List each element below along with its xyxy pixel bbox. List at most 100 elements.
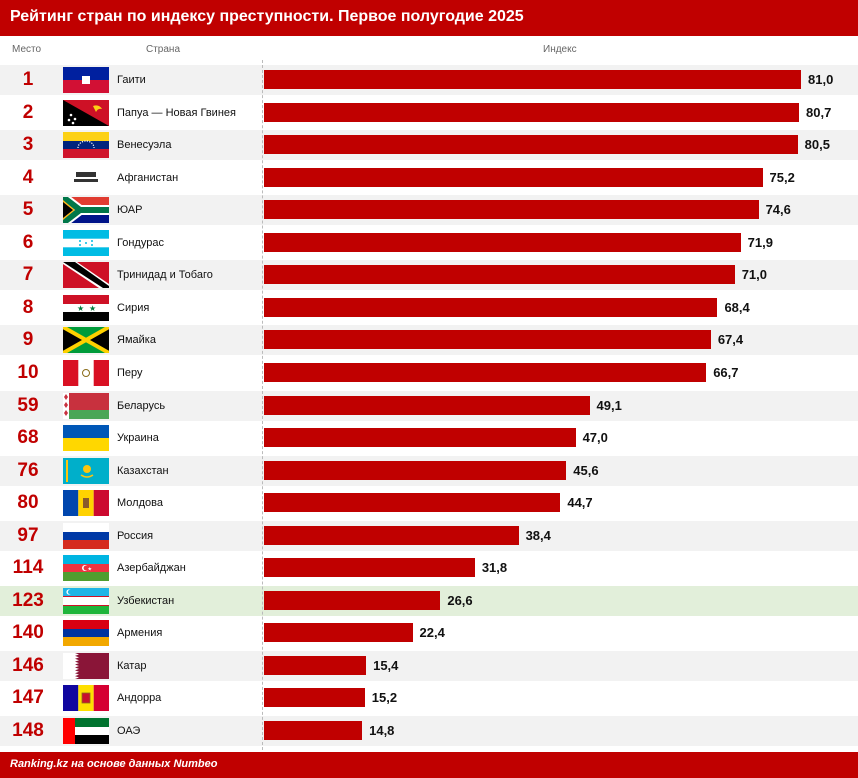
bar [264,265,735,285]
bar [264,623,413,643]
bar [264,330,711,350]
moldova-flag [63,490,109,517]
bar [264,232,741,252]
rank-label: 59 [17,394,39,416]
table-row: 8 ★ ★ Сирия 68,4 [0,293,858,323]
bar [264,362,707,382]
afghanistan-flag [63,164,109,191]
value-label: 45,6 [573,462,599,478]
rank-column-header: Место [12,44,42,55]
country-name: Тринидад и Тобаго [117,269,213,282]
bar [264,688,365,708]
bar [264,428,576,448]
table-row: 140 Армения 22,4 [0,618,858,648]
table-row: 9 Ямайка 67,4 [0,325,858,356]
country-name: Беларусь [117,399,166,412]
rank-label: 146 [12,654,44,676]
country-name: Казахстан [117,464,169,477]
rank-label: 76 [17,459,39,481]
value-label: 14,8 [369,723,395,738]
svg-text:★: ★ [88,567,93,573]
rank-label: 8 [22,296,34,318]
country-name: Азербайджан [117,562,186,575]
bar [264,655,367,675]
rank-label: 7 [22,264,34,286]
value-label: 26,6 [447,592,473,608]
value-label: 66,7 [713,364,739,380]
rank-label: 147 [12,687,44,709]
country-name: Катар [117,659,147,672]
rank-label: 68 [17,427,39,449]
value-label: 31,8 [481,560,508,576]
table-row: 2 Папуа — Новая Гвинея 80,7 [0,98,858,128]
table-row: 148 ОАЭ 14,8 [0,716,858,746]
table-row: 59 Беларусь 49,1 [0,390,858,421]
value-label: 15,4 [373,657,399,673]
country-name: Гаити [117,74,146,86]
table-row: 76 Казахстан 45,6 [0,455,858,486]
azerbaijan-flag: ★ [63,555,109,582]
peru-flag [63,359,109,386]
bar [264,558,475,578]
value-label: 49,1 [596,397,622,413]
table-row: 147 Андорра 15,2 [0,683,858,713]
svg-text:★: ★ [77,304,84,313]
value-label: 71,9 [747,234,773,250]
honduras-flag [63,229,109,256]
kazakhstan-flag [63,457,109,484]
value-label: 44,7 [567,495,593,511]
value-label: 22,4 [419,625,445,641]
bar [264,70,801,89]
chart-title: Рейтинг стран по индексу преступности. П… [10,8,524,25]
value-label: 68,4 [724,299,750,315]
belarus-flag [63,392,109,419]
country-name: ОАЭ [117,725,141,737]
country-name: Россия [117,529,154,542]
bar [264,167,763,187]
table-row: 6 Гондурас 71,9 [0,228,858,258]
country-name: Сирия [117,301,150,314]
uae-flag [63,718,109,744]
value-label: 80,5 [804,137,830,153]
table-row: 146 Катар 15,4 [0,650,858,681]
rank-label: 5 [22,199,34,221]
ukraine-flag [63,425,109,452]
rank-label: 2 [22,101,34,123]
country-name: Армения [117,627,163,640]
table-row: 123 Узбекистан 26,6 [0,585,858,616]
table-row: 3 Венесуэла 80,5 [0,130,858,161]
country-name: Андорра [117,692,162,705]
country-name: Молдова [117,497,163,510]
country-name: Украина [117,432,159,445]
table-row: 10 Перу 66,7 [0,358,858,388]
country-name: Узбекистан [117,594,175,607]
rank-label: 123 [12,589,44,611]
value-label: 80,7 [806,104,832,120]
rank-label: 140 [12,622,44,644]
table-row: 80 Молдова 44,7 [0,488,858,518]
svg-text:★: ★ [89,304,96,313]
haiti-flag [63,67,109,93]
table-row: 4 Афганистан 75,2 [0,163,858,193]
country-name: Гондурас [117,236,164,249]
table-row: 114 ★ Азербайджан 31,8 [0,553,858,583]
value-label: 67,4 [717,332,744,348]
andorra-flag [63,685,109,712]
rank-label: 3 [22,134,34,156]
bar [264,200,759,220]
rank-label: 97 [17,524,39,546]
country-name: Ямайка [117,334,156,347]
country-name: ЮАР [117,204,143,217]
axis-baseline [262,60,263,750]
rank-label: 148 [12,720,44,741]
country-name: Венесуэла [117,139,172,152]
venezuela-flag [63,132,109,159]
bar [264,525,519,545]
rank-label: 9 [22,329,34,351]
bar [264,395,590,415]
table-row: 68 Украина 47,0 [0,423,858,453]
syria-flag: ★ ★ [63,294,109,321]
country-name: Перу [117,366,143,379]
papua-new-guinea-flag [63,99,109,126]
index-column-header: Индекс [543,44,577,55]
